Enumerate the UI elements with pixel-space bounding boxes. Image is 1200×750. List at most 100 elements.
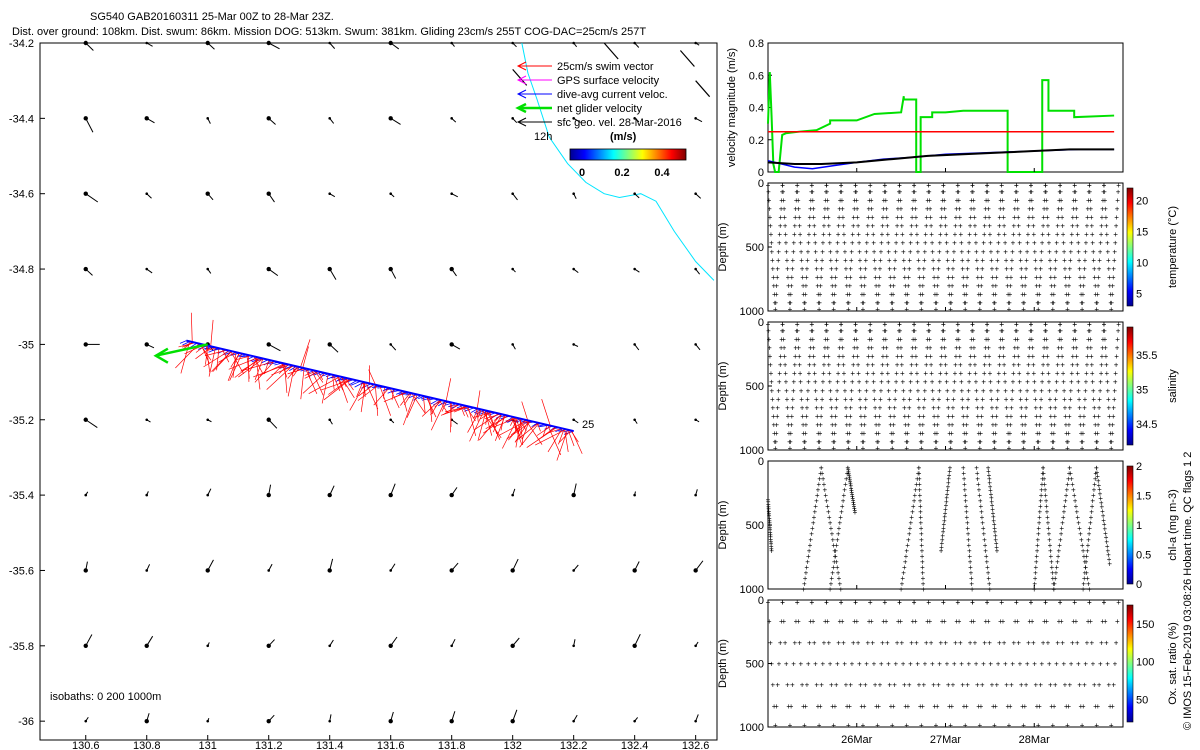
profile-point: +: [953, 638, 958, 647]
profile-point: +: [923, 230, 928, 239]
profile-point: +: [999, 598, 1004, 607]
profile-point: +: [766, 598, 771, 607]
profile-point: +: [860, 290, 865, 299]
colorbar-tick-label: 34.5: [1136, 419, 1157, 431]
profile-point: +: [847, 281, 852, 290]
profile-point: +: [997, 361, 1002, 370]
profile-point: +: [781, 188, 786, 197]
profile-point: +: [1004, 256, 1009, 265]
profile-point: +: [786, 420, 791, 429]
profile-point: +: [947, 702, 952, 711]
profile-point: +: [1078, 702, 1083, 711]
profile-point: +: [1093, 429, 1098, 438]
profile-point: +: [860, 298, 865, 307]
swim-vector: [300, 368, 305, 400]
profile-point: +: [913, 335, 918, 344]
profile-point: +: [813, 239, 818, 248]
geo-vector-head: [328, 192, 332, 196]
profile-point: +: [799, 256, 804, 265]
swim-vector: [379, 385, 392, 416]
profile-point: +: [1040, 660, 1045, 669]
profile-point: +: [794, 617, 799, 626]
geo-vector-head: [510, 643, 515, 649]
profile-point: +: [1106, 264, 1111, 273]
profile-point: +: [930, 239, 935, 248]
profile-point: +: [868, 181, 873, 190]
profile-point: +: [823, 617, 828, 626]
profile-point: +: [1050, 437, 1055, 446]
profile-point: +: [860, 437, 865, 446]
profile-point: +: [1058, 320, 1063, 329]
profile-point: +: [1091, 386, 1096, 395]
profile-point: +: [963, 497, 968, 506]
profile-point: +: [958, 230, 963, 239]
profile-point: +: [909, 513, 914, 522]
profile-point: +: [947, 467, 952, 476]
profile-point: +: [900, 230, 905, 239]
profile-point: +: [903, 281, 908, 290]
profile-point: +: [947, 429, 952, 438]
profile-point: +: [1097, 264, 1102, 273]
profile-point: +: [861, 721, 866, 730]
profile-point: +: [1032, 660, 1037, 669]
profile-point: +: [1052, 281, 1057, 290]
profile-point: +: [1031, 222, 1036, 231]
swim-vector: [485, 415, 509, 429]
profile-point: +: [1043, 598, 1048, 607]
profile-point: +: [847, 420, 852, 429]
map-xtick-label: 132: [504, 740, 522, 750]
profile-point: +: [769, 369, 774, 378]
profile-point: +: [871, 230, 876, 239]
profile-point: +: [1021, 305, 1026, 314]
map-xtick-label: 131.8: [438, 740, 466, 750]
profile-point: +: [814, 403, 819, 412]
profile-point: +: [1106, 546, 1111, 555]
profile-point: +: [866, 352, 871, 361]
profile-point: +: [911, 617, 916, 626]
geo-vector-head: [572, 267, 575, 271]
geo-vector-head: [145, 267, 149, 271]
profile-point: +: [991, 290, 996, 299]
profile-point: +: [941, 528, 946, 537]
profile-point: +: [869, 344, 874, 353]
profile-point: +: [954, 213, 959, 222]
profile-point: +: [1079, 437, 1084, 446]
profile-point: +: [1094, 463, 1099, 472]
profile-point: +: [766, 188, 771, 197]
profile-point: +: [802, 305, 807, 314]
swim-vector: [515, 418, 522, 448]
profile-point: +: [833, 273, 838, 282]
profile-point: +: [866, 344, 871, 353]
profile-point: +: [824, 181, 829, 190]
profile-point: +: [966, 395, 971, 404]
profile-point: +: [965, 403, 970, 412]
profile-point: +: [944, 230, 949, 239]
profile-point: +: [772, 702, 777, 711]
geo-vector-head: [328, 719, 332, 723]
profile-point: +: [1087, 181, 1092, 190]
profile-point: +: [877, 412, 882, 421]
profile-point: +: [1072, 188, 1077, 197]
profile-point: +: [904, 305, 909, 314]
profile-point: +: [937, 660, 942, 669]
profile-point: +: [902, 563, 907, 572]
net-velocity-arrow: [155, 343, 208, 357]
profile-point: +: [1106, 681, 1111, 690]
colorbar-tick-2: 0.4: [654, 167, 670, 179]
profile-point: +: [861, 298, 866, 307]
profile-point: +: [873, 273, 878, 282]
profile-point: +: [920, 568, 925, 577]
profile-point: +: [954, 344, 959, 353]
swim-vector: [203, 350, 230, 368]
profile-point: +: [961, 281, 966, 290]
profile-point: +: [900, 638, 905, 647]
profile-point: +: [946, 403, 951, 412]
profile-point: +: [962, 429, 967, 438]
profile-point: +: [924, 222, 929, 231]
profile-point: +: [801, 420, 806, 429]
profile-point: +: [1043, 188, 1048, 197]
profile-point: +: [859, 420, 864, 429]
profile-point: +: [775, 264, 780, 273]
profile-point: +: [1024, 256, 1029, 265]
profile-point: +: [769, 660, 774, 669]
